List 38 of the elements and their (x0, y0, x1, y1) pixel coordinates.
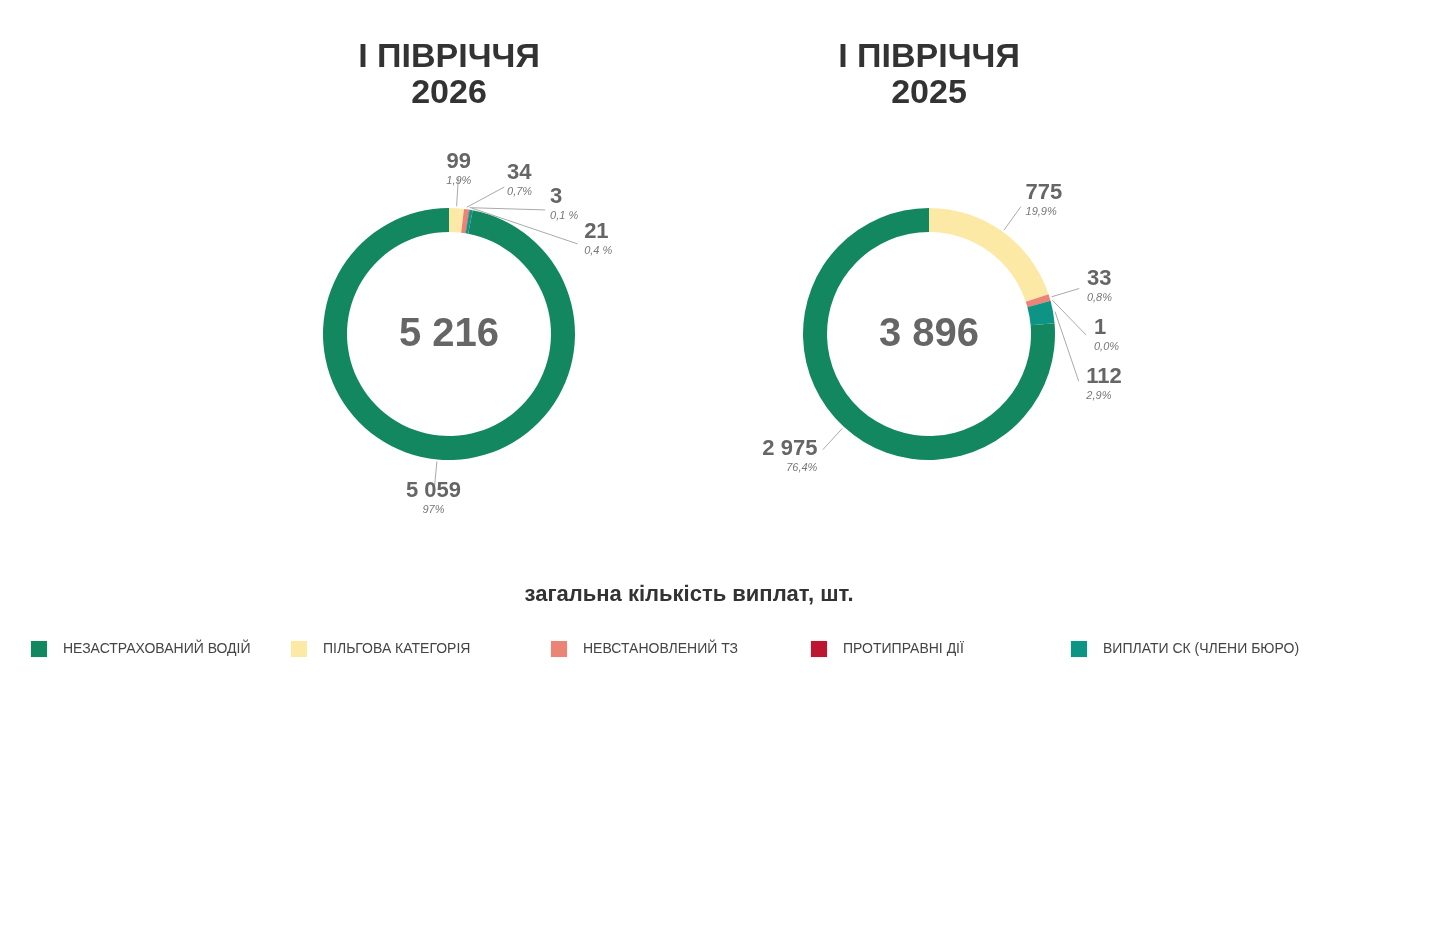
text: 3 896 (878, 310, 980, 354)
data-label: 5 059 (405, 477, 461, 503)
text: 0,1 % (550, 208, 579, 221)
text: 2025 (891, 72, 967, 110)
text: 76,4% (786, 460, 818, 473)
donut-slice (461, 208, 470, 234)
legend-label: НЕЗАСТРАХОВАНИЙ ВОДІЙ (63, 639, 251, 656)
data-label: 33 (1086, 265, 1112, 291)
text: І ПІВРІЧЧЯ (358, 36, 540, 74)
text: 19,9% (1025, 205, 1057, 218)
donut-slice (449, 208, 464, 233)
data-label: 99 (446, 148, 472, 174)
text: загальна кількість виплат, шт. (524, 581, 854, 606)
data-label: 3 (550, 182, 563, 208)
legend-label: ПРОТИПРАВНІ ДІЇ (843, 640, 964, 656)
data-label: 21 (584, 218, 609, 244)
data-label: 1 (1094, 313, 1107, 339)
donut-slice (1027, 300, 1055, 326)
text: 0,7% (507, 184, 533, 197)
data-label: 2 975 (762, 434, 818, 460)
data-label: 775 (1025, 179, 1063, 205)
data-label: 34 (507, 158, 533, 184)
text: 0,4 % (584, 244, 613, 257)
text: 2026 (411, 72, 487, 110)
text: 2,9% (1085, 388, 1112, 401)
donut-slice (465, 209, 473, 234)
text: 1,9% (446, 174, 472, 187)
text: 0,0% (1094, 339, 1120, 352)
donut-slice (465, 209, 470, 234)
text: 97% (422, 503, 445, 516)
donut-slice (1025, 294, 1051, 308)
text: І ПІВРІЧЧЯ (838, 36, 1020, 74)
text: 0,8% (1086, 291, 1113, 304)
legend-label: НЕВСТАНОВЛЕНИЙ ТЗ (583, 639, 739, 656)
legend-label: ПІЛЬГОВА КАТЕГОРІЯ (323, 640, 471, 656)
text: 5 216 (398, 310, 500, 354)
legend-label: ВИПЛАТИ СК (ЧЛЕНИ БЮРО) (1103, 640, 1300, 656)
data-label: 112 (1086, 362, 1122, 388)
